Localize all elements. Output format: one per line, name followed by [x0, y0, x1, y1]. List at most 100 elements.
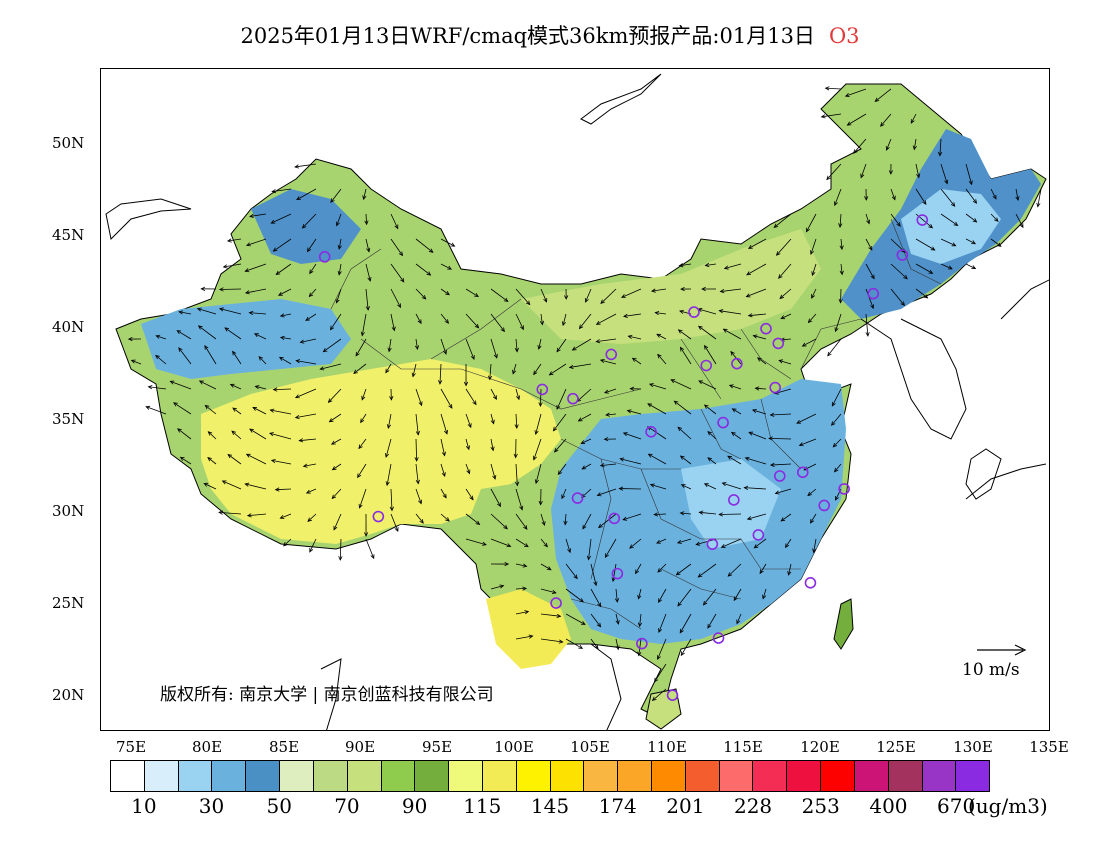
wind-arrow — [279, 313, 292, 318]
wind-arrow — [537, 338, 542, 350]
wind-arrow — [746, 263, 767, 276]
wind-arrow — [707, 613, 717, 629]
wind-arrow — [411, 363, 417, 378]
wind-arrow — [533, 363, 542, 376]
station-marker — [636, 637, 648, 650]
wind-arrow — [722, 328, 742, 340]
wind-arrow — [487, 363, 493, 381]
wind-arrow — [736, 613, 742, 625]
wind-arrow — [540, 613, 562, 618]
wind-arrow — [298, 438, 317, 443]
legend-swatch — [922, 761, 957, 791]
wind-arrow — [838, 213, 843, 228]
wind-arrow — [155, 354, 167, 365]
wind-arrow — [335, 213, 342, 227]
wind-arrow — [279, 335, 292, 340]
wind-arrow — [965, 163, 973, 186]
wind-arrow — [727, 455, 742, 465]
wind-arrow — [514, 338, 519, 353]
station-marker — [717, 416, 729, 429]
station-marker — [804, 577, 817, 589]
wind-arrow — [785, 538, 792, 549]
wind-arrow — [701, 286, 717, 292]
wind-arrow — [581, 463, 592, 470]
legend-swatch — [381, 761, 416, 791]
wind-arrow — [465, 513, 481, 526]
vietnam-coast — [590, 643, 622, 730]
wind-arrow — [440, 288, 450, 296]
wind-arrow — [657, 353, 667, 365]
station-marker — [666, 689, 679, 701]
wind-arrow — [319, 363, 342, 371]
legend-swatch — [482, 761, 517, 791]
wind-arrow — [912, 138, 917, 151]
station-marker — [567, 392, 579, 405]
wind-arrow — [915, 288, 929, 299]
wind-arrow — [358, 488, 367, 509]
station-marker — [550, 597, 562, 609]
wind-arrow — [780, 313, 792, 320]
lon-tick-135e: 135E — [1029, 738, 1069, 756]
wind-arrow — [622, 513, 642, 521]
wind-arrow — [787, 563, 792, 576]
wind-arrow — [272, 238, 292, 252]
wind-arrow — [748, 431, 767, 440]
wind-arrow — [386, 413, 392, 429]
wind-arrow — [197, 325, 217, 340]
legend-label: 670 — [937, 794, 976, 818]
wind-arrow — [224, 327, 242, 340]
wind-arrow — [596, 488, 617, 497]
korea-coast — [860, 318, 967, 440]
wind-arrow — [940, 213, 959, 226]
wind-arrow — [778, 359, 792, 365]
wind-arrow — [677, 588, 692, 607]
wind-arrow — [1015, 213, 1024, 229]
station-marker — [700, 359, 713, 372]
wind-arrow — [231, 430, 242, 440]
xinjiang-blue-region — [141, 299, 351, 379]
wind-arrow — [218, 287, 242, 292]
wind-arrow — [990, 188, 997, 200]
wind-arrow — [860, 163, 867, 179]
wind-arrow — [673, 400, 692, 415]
wind-arrow — [540, 588, 557, 595]
wind-arrow — [173, 402, 192, 415]
china-land — [115, 83, 1047, 730]
wind-arrow — [744, 456, 767, 465]
wind-arrow — [415, 513, 424, 524]
wind-arrow — [330, 313, 342, 331]
wind-arrow — [515, 610, 530, 615]
wind-arrow — [704, 262, 717, 268]
wind-arrow — [540, 563, 552, 571]
legend-label: 10 — [131, 794, 157, 818]
wind-arrow — [582, 513, 592, 530]
wind-arrow — [179, 456, 192, 465]
wind-scale-arrow — [977, 644, 1027, 656]
wind-arrow — [598, 513, 617, 529]
wind-arrow — [697, 563, 717, 578]
legend-swatch — [144, 761, 179, 791]
wind-arrow — [275, 263, 292, 276]
station-marker — [796, 466, 809, 479]
wind-arrow — [565, 538, 572, 554]
wind-arrow — [780, 513, 792, 522]
wind-arrow — [331, 463, 342, 471]
wind-arrow — [834, 313, 842, 333]
lon-tick-105e: 105E — [570, 738, 610, 756]
wind-arrow — [248, 310, 267, 316]
legend-swatch — [821, 761, 855, 791]
wind-arrow — [647, 453, 667, 465]
wind-arrow — [200, 286, 217, 291]
wind-arrow — [676, 538, 692, 544]
wind-arrow — [831, 388, 842, 407]
station-marker — [867, 287, 880, 300]
wind-arrow — [580, 438, 592, 444]
lon-tick-125e: 125E — [876, 738, 916, 756]
wind-arrow — [322, 338, 342, 353]
wind-arrow — [965, 188, 978, 204]
lon-tick-95e: 95E — [421, 738, 453, 756]
wind-arrow — [357, 463, 367, 479]
wind-arrow — [743, 485, 767, 490]
wind-arrow — [703, 483, 717, 490]
wind-arrow — [571, 338, 592, 351]
